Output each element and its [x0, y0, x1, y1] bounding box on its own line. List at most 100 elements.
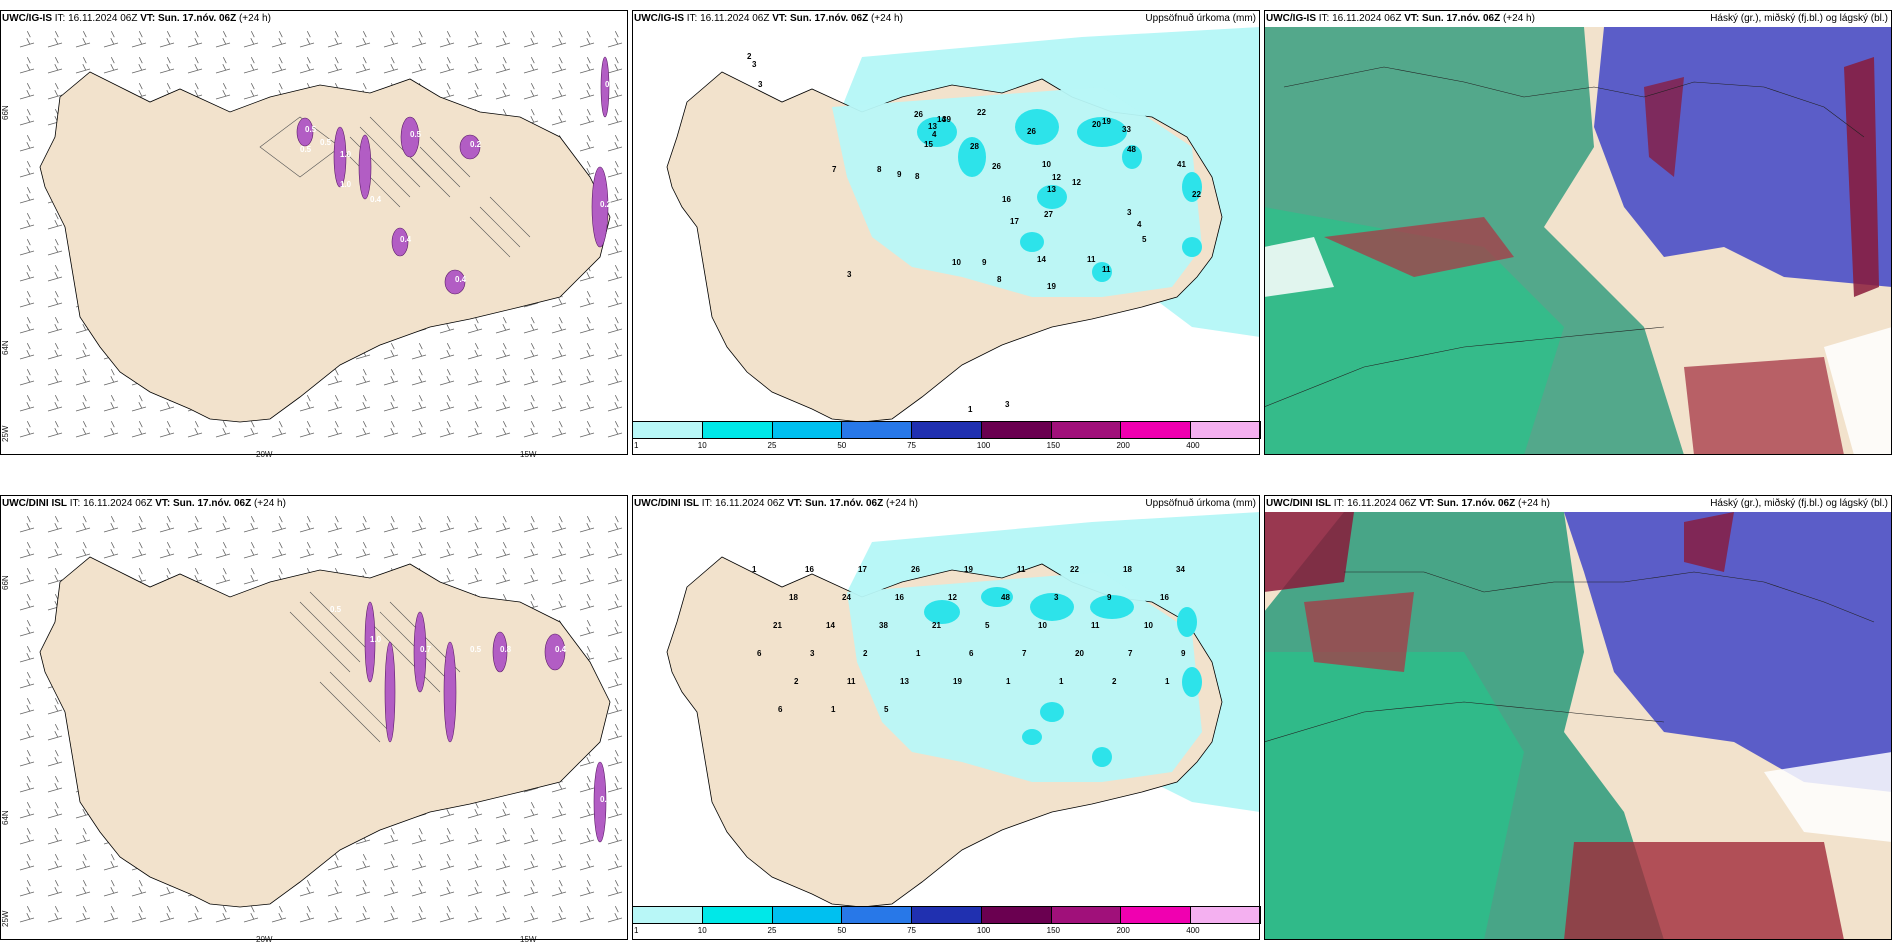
- wind-barb: [243, 906, 259, 923]
- colorbar-label: 10: [697, 441, 707, 450]
- wind-barb: [551, 802, 567, 819]
- wind-barb: [103, 516, 119, 533]
- wind-barb: [467, 31, 483, 48]
- wind-barb: [607, 161, 623, 178]
- wind-barb: [495, 83, 511, 100]
- precip-value-label: 24: [842, 593, 851, 602]
- wind-barb: [47, 568, 63, 585]
- wind-barb: [439, 906, 455, 923]
- wind-barb: [103, 854, 119, 871]
- wind-barb: [75, 369, 91, 386]
- wind-barb: [411, 516, 427, 533]
- wind-barb: [327, 369, 343, 386]
- panel-header: UWC/IG-IS IT: 16.11.2024 06Z VT: Sun. 17…: [2, 13, 271, 24]
- precip-value-label: 11: [1091, 621, 1100, 630]
- wind-barb: [467, 395, 483, 412]
- panel-precip-igis: UWC/IG-IS IT: 16.11.2024 06Z VT: Sun. 17…: [632, 10, 1261, 455]
- wind-barb: [579, 620, 595, 637]
- wind-barb: [439, 421, 455, 438]
- wind-barb: [607, 265, 623, 282]
- panel-precip-dini: UWC/DINI ISL IT: 16.11.2024 06Z VT: Sun.…: [632, 495, 1261, 940]
- colorbar-label: 75: [907, 441, 917, 450]
- wind-barb: [19, 109, 35, 126]
- wind-barb: [411, 906, 427, 923]
- wind-barb: [607, 646, 623, 663]
- wind-barb: [299, 421, 315, 438]
- cell-value-label: 0.4: [555, 645, 567, 654]
- wind-barb: [47, 698, 63, 715]
- wind-barb: [467, 343, 483, 360]
- wind-barb: [523, 542, 539, 559]
- wind-barb: [299, 542, 315, 559]
- wind-barb: [579, 83, 595, 100]
- colorbar-label: 100: [976, 926, 991, 935]
- wind-barb: [187, 542, 203, 559]
- hatched-areas: [259, 116, 531, 258]
- wind-barb: [495, 542, 511, 559]
- panel-cloud-igis: UWC/IG-IS IT: 16.11.2024 06Z VT: Sun. 17…: [1264, 10, 1892, 455]
- wind-barb: [383, 542, 399, 559]
- wind-barb: [327, 421, 343, 438]
- wind-barb: [75, 516, 91, 533]
- precip-value-label: 2: [863, 649, 868, 658]
- precip-value-label: 1: [1059, 677, 1064, 686]
- precip-value-label: 2: [747, 52, 752, 61]
- cell-value-label: 1.0: [340, 180, 352, 189]
- precip-value-label: 19: [953, 677, 962, 686]
- wind-barb: [607, 906, 623, 923]
- wind-barb: [467, 317, 483, 334]
- precip-value-label: 7: [832, 165, 837, 174]
- colorbar-segment: [1190, 906, 1261, 924]
- precip-value-label: 18: [789, 593, 798, 602]
- wind-barb: [243, 516, 259, 533]
- wind-barb: [579, 776, 595, 793]
- panel-header: UWC/IG-IS IT: 16.11.2024 06Z VT: Sun. 17…: [1266, 13, 1535, 24]
- wind-barb: [243, 421, 259, 438]
- wind-barb: [523, 516, 539, 533]
- wind-barb: [579, 421, 595, 438]
- wind-barb: [19, 854, 35, 871]
- wind-barb: [299, 395, 315, 412]
- wind-barb: [523, 57, 539, 74]
- wind-barb: [383, 854, 399, 871]
- wind-barb: [47, 516, 63, 533]
- wind-barb: [19, 802, 35, 819]
- wind-barb: [19, 83, 35, 100]
- wind-barb: [159, 421, 175, 438]
- low-cloud-band-2: [1684, 512, 1734, 572]
- wind-barb: [439, 828, 455, 845]
- wind-barb: [551, 906, 567, 923]
- wind-barb: [607, 369, 623, 386]
- wind-barb: [243, 568, 259, 585]
- panel-wind-igis: UWC/IG-IS IT: 16.11.2024 06Z VT: Sun. 17…: [0, 10, 628, 459]
- wind-barb: [187, 57, 203, 74]
- precip-value-label: 21: [773, 621, 782, 630]
- wind-barb: [579, 109, 595, 126]
- wind-barb: [551, 516, 567, 533]
- wind-barb: [327, 854, 343, 871]
- wind-barb: [551, 395, 567, 412]
- wind-barb: [383, 31, 399, 48]
- precip-value-label: 10: [1144, 621, 1153, 630]
- wind-barb: [439, 516, 455, 533]
- precip-value-label: 1: [831, 705, 836, 714]
- wind-barb: [47, 343, 63, 360]
- precip-value-label: 1: [1006, 677, 1011, 686]
- wind-barb: [495, 317, 511, 334]
- precip-value-label: 1: [916, 649, 921, 658]
- wind-barb: [495, 880, 511, 897]
- wind-barb: [607, 135, 623, 152]
- precip-value-label: 12: [1072, 178, 1081, 187]
- wind-barb: [495, 343, 511, 360]
- cell-values: 0.50.51.01.00.50.40.40.40.50.20.20.5: [300, 80, 617, 284]
- low-cloud-band-1: [1264, 512, 1354, 592]
- precip-value-label: 11: [1017, 565, 1026, 574]
- wind-barb: [299, 31, 315, 48]
- wind-barb: [495, 854, 511, 871]
- panel-cloud-dini: UWC/DINI ISL IT: 16.11.2024 06Z VT: Sun.…: [1264, 495, 1892, 940]
- wind-barb: [607, 213, 623, 230]
- wind-barb: [187, 906, 203, 923]
- iceland-landmass: [39, 556, 611, 908]
- precip-value-label: 3: [810, 649, 815, 658]
- wind-barb: [607, 724, 623, 741]
